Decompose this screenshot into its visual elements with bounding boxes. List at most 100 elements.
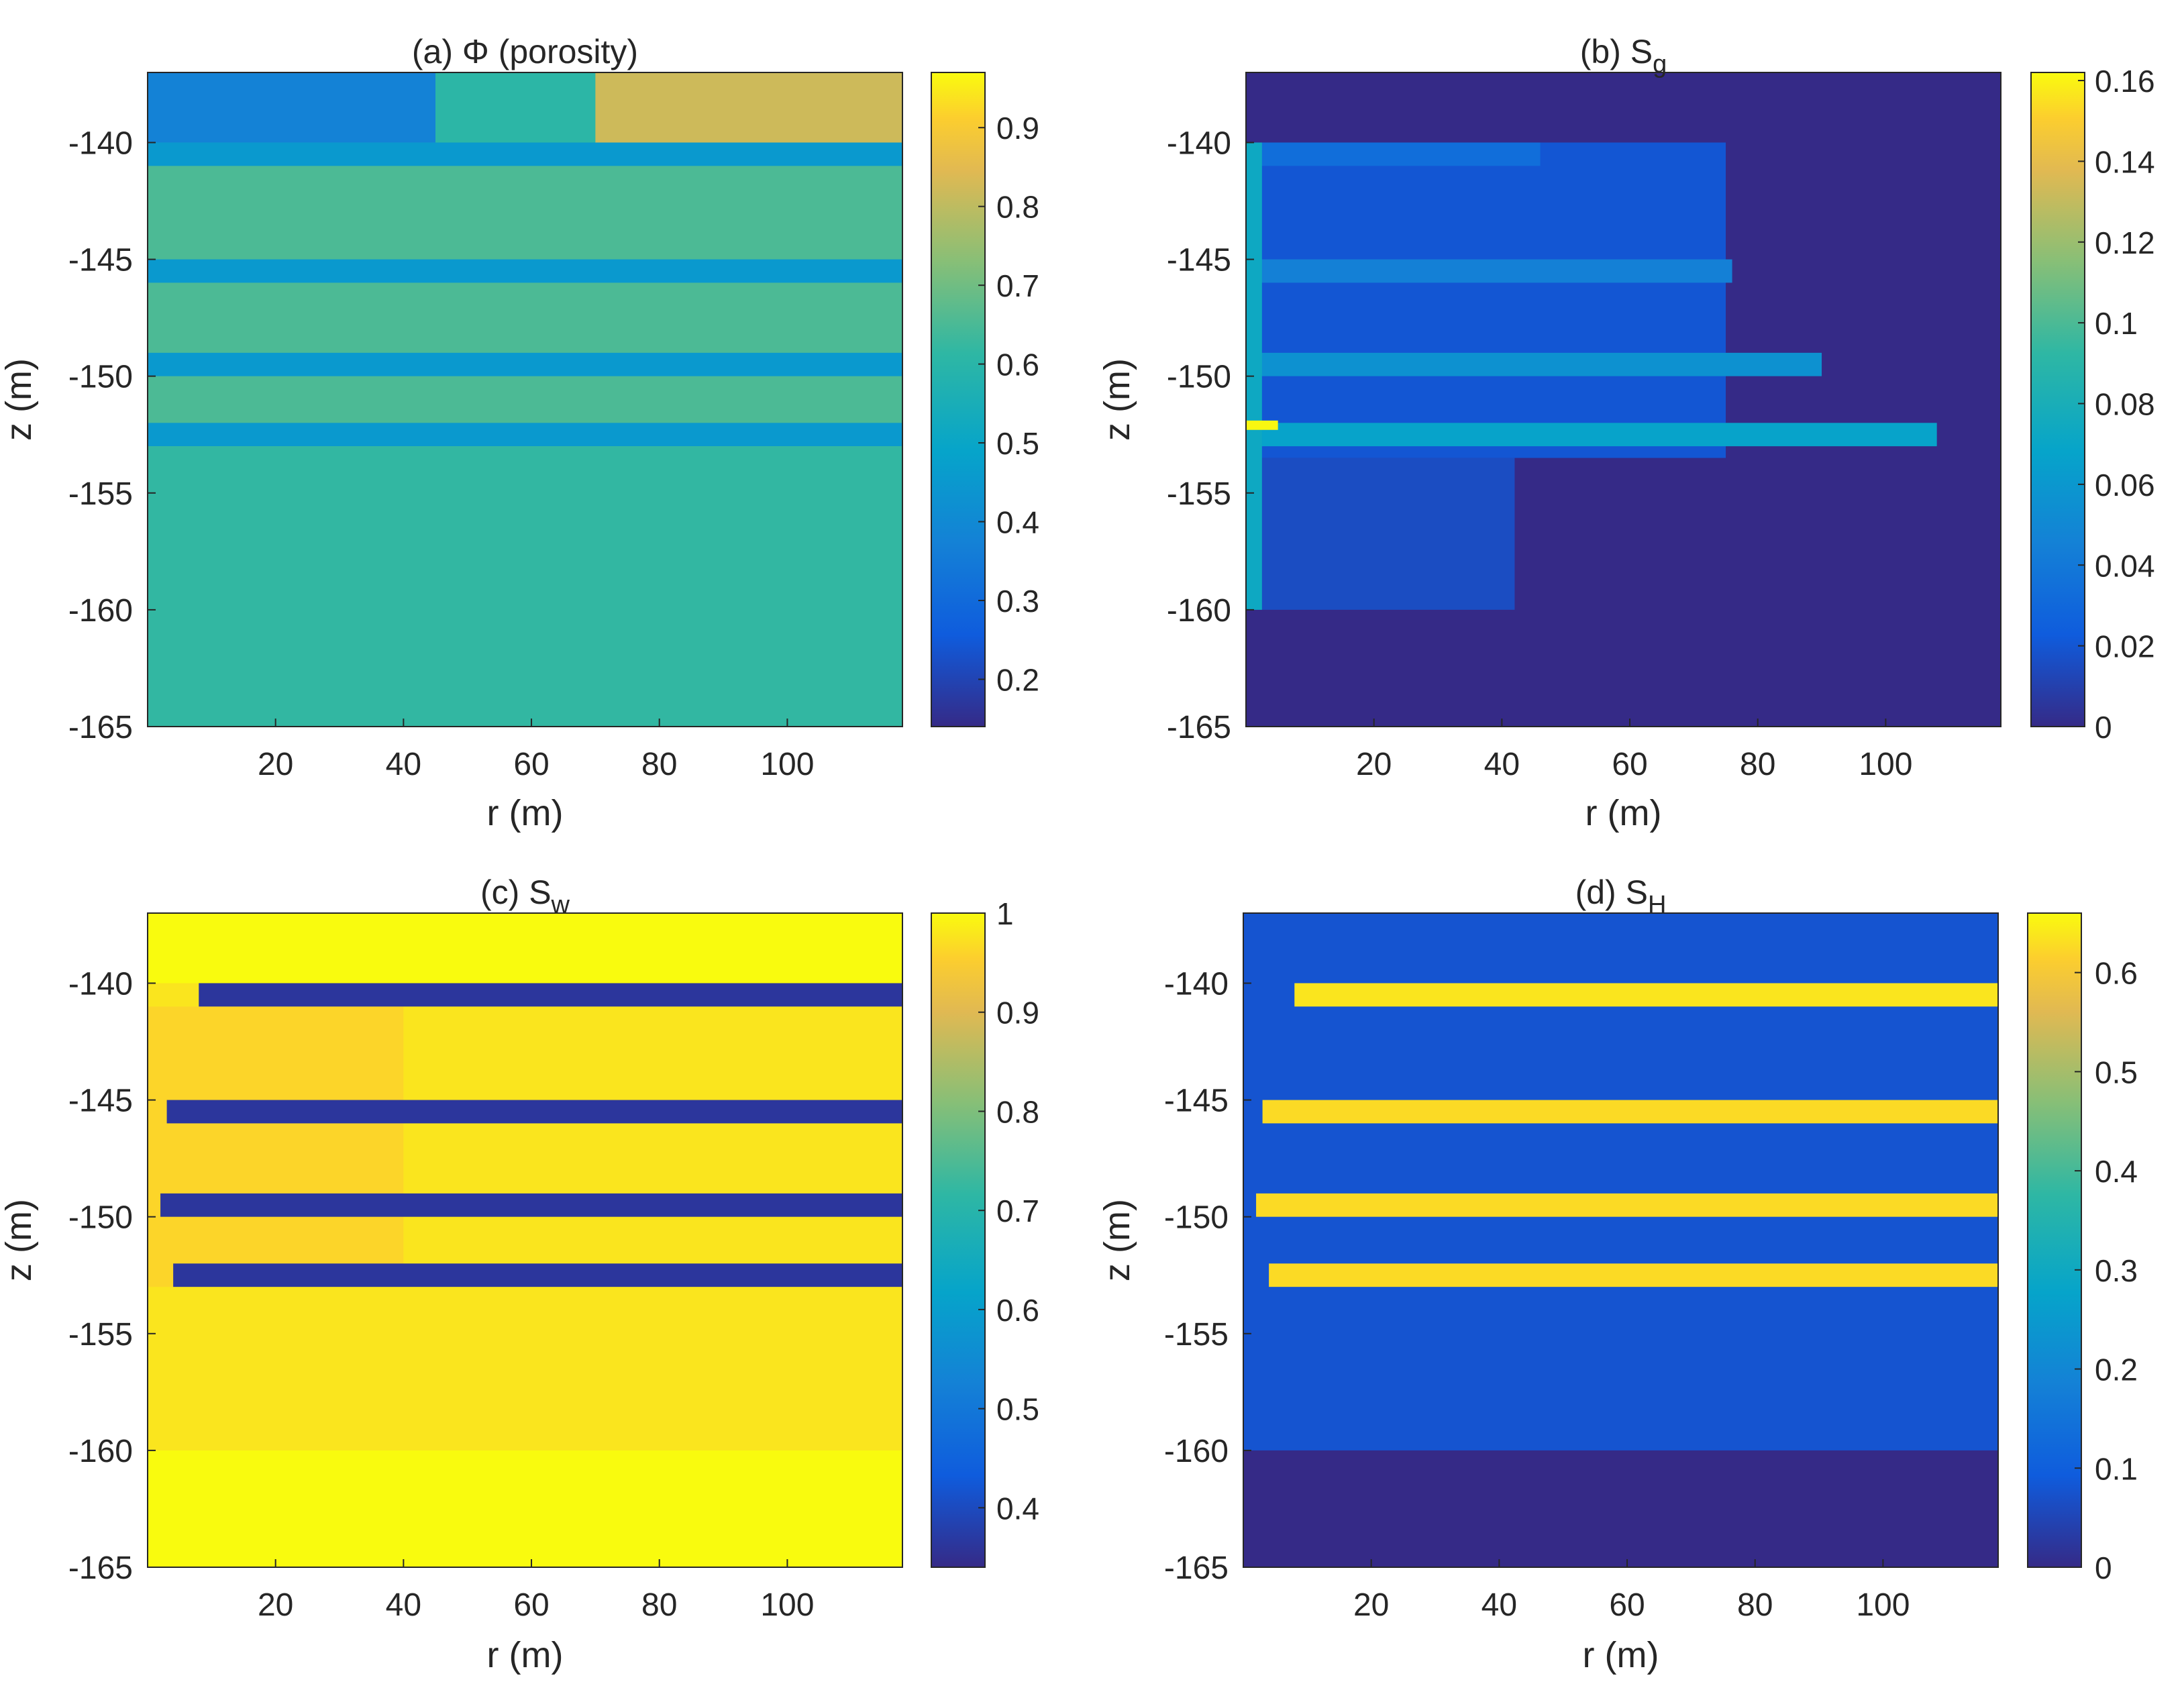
- y-tick-label: -160: [68, 593, 133, 629]
- x-tick-label: 100: [1859, 747, 1912, 782]
- y-tick-label: -155: [68, 476, 133, 512]
- chart-title: (a) Φ (porosity): [412, 33, 638, 70]
- panel-c: 20 40 60 80 100 -140 -145 -150 -155 -160 -165 (c) S…: [0, 874, 1039, 1675]
- axes-frame: [147, 72, 903, 727]
- y-tick-label: -140: [1164, 966, 1229, 1002]
- heatmap-region-near-well-zone: [148, 1006, 404, 1287]
- x-tick-label: 60: [513, 1587, 549, 1623]
- heatmap-region-gas-peak-4: [1246, 420, 1278, 430]
- x-tick-label: 100: [760, 747, 814, 782]
- y-tick-label: -145: [68, 1084, 133, 1119]
- y-tick-label: -150: [68, 1200, 133, 1236]
- x-axis-label: r (m): [487, 1635, 564, 1675]
- x-tick-label: 40: [386, 1587, 421, 1623]
- heatmap-region-gas-layer-4: [1246, 423, 1937, 447]
- chart-title: (d) SH: [1575, 874, 1667, 919]
- x-axis-label: r (m): [1585, 793, 1662, 833]
- heatmap-region-lower-sediment: [148, 446, 902, 727]
- heatmap-region-gas-zone-lower: [1246, 458, 1515, 610]
- colorbar-tick-label: 0.8: [996, 190, 1039, 225]
- heatmap-region-top-layer-left: [148, 72, 436, 143]
- colorbar: [931, 912, 986, 1568]
- colorbar-tick-label: 0.4: [2095, 1154, 2138, 1189]
- colorbar-tick-label: 0.1: [2095, 1451, 2138, 1486]
- colorbar-tick-label: 0.7: [996, 268, 1039, 303]
- colorbar-tick-label: 0.08: [2095, 387, 2155, 422]
- x-tick-label: 60: [1612, 747, 1647, 782]
- y-tick-label: -155: [1164, 1317, 1229, 1353]
- colorbar-tick-label: 0.9: [996, 111, 1039, 146]
- y-axis-label: z (m): [1097, 358, 1137, 441]
- y-tick-label: -155: [1167, 476, 1231, 512]
- y-tick-label: -165: [1167, 710, 1231, 745]
- heatmap-region-hydrate-band-4: [173, 1263, 902, 1287]
- y-tick-label: -150: [1164, 1200, 1229, 1236]
- colorbar-tick-label: 0.12: [2095, 225, 2155, 260]
- chart-title: (b) Sg: [1580, 33, 1667, 78]
- y-tick-label: -150: [1167, 360, 1231, 395]
- y-tick-label: -140: [68, 966, 133, 1002]
- colorbar-tick-label: 0.5: [996, 426, 1039, 461]
- x-tick-label: 100: [760, 1587, 814, 1623]
- axes-frame: [1243, 912, 1999, 1568]
- y-tick-label: -140: [68, 125, 133, 161]
- y-tick-label: -160: [68, 1434, 133, 1469]
- colorbar-tick-label: 0.1: [2095, 306, 2138, 341]
- axes-frame: [147, 912, 903, 1568]
- panel-d: 20 40 60 80 100 -140 -145 -150 -155 -160 -165 (d) S…: [1097, 874, 2138, 1675]
- colorbar-tick-label: 0.9: [996, 996, 1039, 1031]
- colorbar-tick-label: 0.14: [2095, 144, 2155, 179]
- x-tick-label: 20: [1356, 747, 1392, 782]
- heatmap-region-gas-zone-upper: [1246, 142, 1726, 458]
- x-tick-label: 40: [386, 747, 421, 782]
- colorbar: [2027, 912, 2082, 1568]
- x-tick-label: 20: [1353, 1587, 1389, 1623]
- colorbar-tick-label: 0.02: [2095, 629, 2155, 664]
- heatmap-region-hydrate-band-1: [1294, 983, 1998, 1007]
- heatmap-region-hydrate-band-3: [1256, 1193, 1998, 1217]
- colorbar: [931, 72, 986, 727]
- colorbar-tick-label: 0.2: [996, 663, 1039, 698]
- colorbar-tick-label: 0: [2095, 1550, 2112, 1585]
- colorbar-tick-label: 0.04: [2095, 548, 2155, 583]
- y-axis-label: z (m): [0, 358, 39, 441]
- x-tick-label: 20: [258, 747, 293, 782]
- heatmap-region-hydrate-layer-4: [148, 423, 902, 447]
- heatmap-region-gas-layer-1: [1246, 142, 1541, 166]
- y-axis-label: z (m): [0, 1199, 39, 1281]
- x-tick-label: 80: [1740, 747, 1775, 782]
- y-tick-label: -165: [68, 710, 133, 745]
- colorbar-tick-label: 0.5: [2095, 1055, 2138, 1090]
- colorbar-tick-label: 0.7: [996, 1194, 1039, 1228]
- heatmap-region-hydrate-layer-1: [148, 142, 902, 166]
- colorbar-tick-label: 0.06: [2095, 468, 2155, 503]
- heatmap-region-hydrate-band-4: [1269, 1263, 1998, 1287]
- y-tick-label: -160: [1164, 1434, 1229, 1469]
- y-tick-label: -160: [1167, 593, 1231, 629]
- y-tick-label: -140: [1167, 125, 1231, 161]
- y-tick-label: -145: [68, 243, 133, 278]
- colorbar-tick-label: 0: [2095, 710, 2112, 745]
- y-tick-label: -155: [68, 1317, 133, 1353]
- x-axis-label: r (m): [1583, 1635, 1659, 1675]
- colorbar-tick-label: 1: [996, 896, 1014, 931]
- x-tick-label: 20: [258, 1587, 293, 1623]
- heatmap-region-hydrate-band-2: [166, 1100, 903, 1124]
- x-axis-label: r (m): [487, 793, 564, 833]
- heatmap-region-gas-layer-2: [1246, 259, 1732, 283]
- y-axis-label: z (m): [1097, 1199, 1137, 1281]
- colorbar-tick-label: 0.6: [996, 1293, 1039, 1328]
- x-tick-label: 60: [1609, 1587, 1645, 1623]
- heatmap-region-hydrate-layer-3: [148, 352, 902, 376]
- x-tick-label: 80: [1737, 1587, 1773, 1623]
- axes-frame: [1245, 72, 2001, 727]
- heatmap-region-hydrate-band-2: [1262, 1100, 1998, 1124]
- heatmap-region-hydrate-band-3: [160, 1193, 903, 1217]
- x-tick-label: 80: [641, 1587, 677, 1623]
- colorbar-tick-label: 0.8: [996, 1094, 1039, 1129]
- y-tick-label: -145: [1167, 243, 1231, 278]
- colorbar-tick-label: 0.5: [996, 1392, 1039, 1427]
- colorbar-tick-label: 0.6: [2095, 956, 2138, 991]
- chart-title: (c) Sw: [480, 874, 570, 919]
